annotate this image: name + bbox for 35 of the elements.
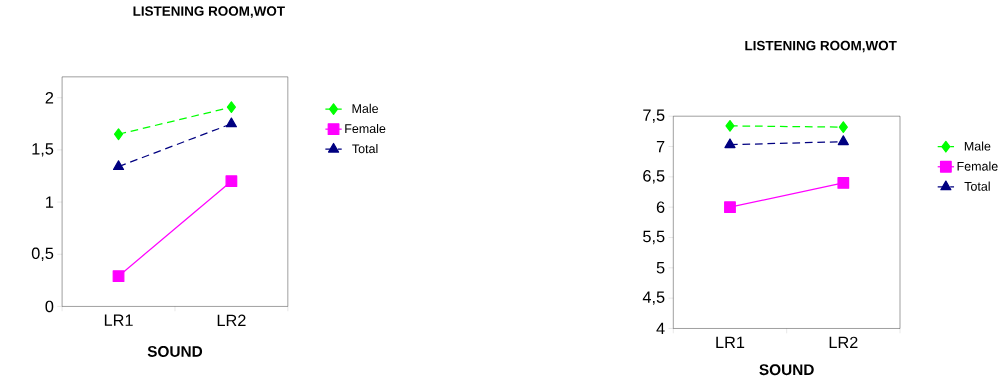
point <box>226 101 236 114</box>
chart-title: LISTENING ROOM,WOT <box>745 40 897 53</box>
y-tick-label: 5,5 <box>643 230 665 245</box>
y-tick-label: 4,5 <box>642 291 665 305</box>
point <box>225 175 238 188</box>
point <box>725 120 735 132</box>
x-tick-label: LR1 <box>716 336 745 348</box>
x-axis-title: SOUND <box>759 364 814 376</box>
y-tick-label: 6,5 <box>643 170 665 184</box>
y-tick-label: 7,5 <box>643 109 665 123</box>
x-tick-label: LR2 <box>217 314 246 327</box>
legend-label: Female <box>345 123 386 134</box>
legend-label: Male <box>352 103 379 114</box>
point <box>724 201 736 214</box>
y-tick-label: 0 <box>45 300 54 313</box>
y-tick-label: 5 <box>656 262 665 274</box>
y-tick-label: 0,5 <box>31 247 54 262</box>
x-tick-label: LR2 <box>829 336 858 349</box>
x-tick-label: LR1 <box>104 314 133 326</box>
legend-label: Total <box>964 181 990 191</box>
x-axis-title: SOUND <box>147 346 203 357</box>
point <box>837 177 850 189</box>
point <box>113 128 124 141</box>
legend-label: Female <box>957 161 998 171</box>
y-tick-label: 1 <box>46 196 54 208</box>
y-tick-label: 1,5 <box>32 143 54 157</box>
y-tick-label: 2 <box>45 92 54 104</box>
y-tick-label: 7 <box>656 140 665 153</box>
point <box>838 121 848 134</box>
legend-label: Total <box>352 144 378 154</box>
chart-title: LISTENING ROOM,WOT <box>133 6 285 18</box>
legend-label: Male <box>964 141 991 151</box>
point <box>112 270 125 283</box>
y-tick-label: 6 <box>656 201 665 213</box>
y-tick-label: 4 <box>656 322 665 335</box>
